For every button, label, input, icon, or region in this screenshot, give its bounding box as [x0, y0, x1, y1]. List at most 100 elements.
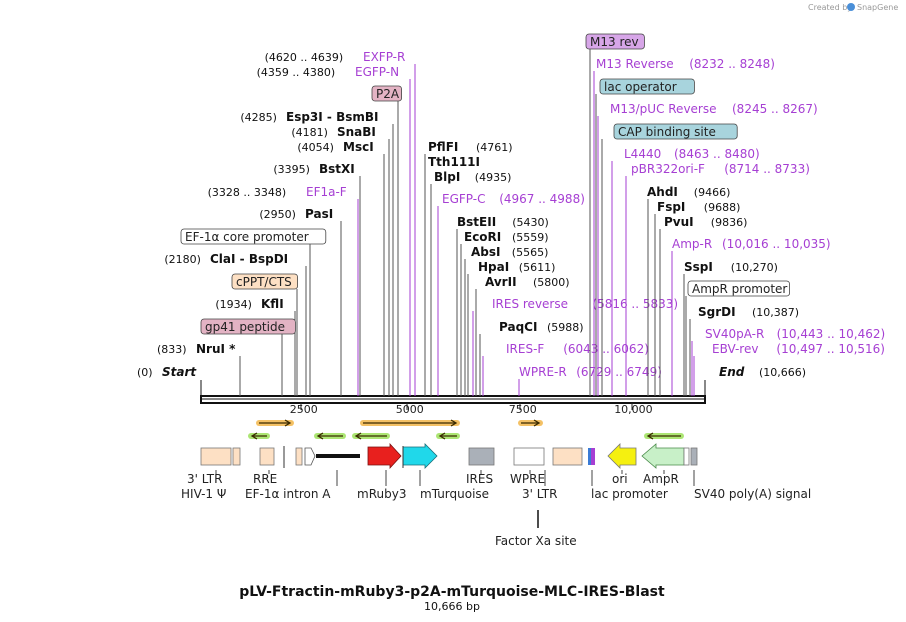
feature-label-ef-1-core-promoter: EF-1α core promoter [185, 230, 309, 244]
feature-box-gp41-peptide [200, 318, 296, 335]
site-label-paqci: PaqCI [499, 320, 537, 334]
lac-operator-glyph [588, 448, 591, 465]
site-label-sspi: SspI [684, 260, 713, 274]
tick-label-5000: 5000 [396, 403, 424, 416]
site-label-absi: AbsI [471, 245, 500, 259]
feature-name-hiv-1-1: HIV-1 Ψ [181, 487, 226, 501]
site-label-sv40pa-r: SV40pA-R [705, 327, 764, 341]
ef1a-intron-glyph [316, 454, 360, 458]
feature-name-ori-10: ori [612, 472, 628, 486]
feature-name-mruby3-4: mRuby3 [357, 487, 406, 501]
orf-green-3-arrow-icon [354, 432, 387, 440]
start-label: Start [162, 365, 197, 379]
position-sspi: (10,270) [731, 261, 778, 274]
site-label-kfli: KflI [261, 297, 284, 311]
position-ebv-rev: (10,497 .. 10,516) [776, 342, 885, 356]
site-label-esp3i-bsmbi: Esp3I - BsmBI [286, 110, 378, 124]
feature-name-ef-1-intron-a-3: EF-1α intron A [245, 487, 331, 501]
position-m13-puc-reverse: (8245 .. 8267) [732, 102, 818, 116]
feature-label-cap-binding-site: CAP binding site [618, 125, 716, 139]
position-wpre-r: (6729 .. 6749) [576, 365, 662, 379]
position-blpi: (4935) [475, 171, 512, 184]
site-label-nrui: NruI * [196, 342, 236, 356]
ori-arrow [607, 443, 637, 469]
tick-label-10-000: 10,000 [614, 403, 653, 416]
position-paqci: (5988) [547, 321, 584, 334]
site-label-egfp-c: EGFP-C [442, 192, 485, 206]
feature-box-p2a [371, 85, 403, 102]
wpre-glyph [513, 447, 545, 466]
position-clai-bspdi: (2180) [164, 253, 201, 266]
position-ahdi: (9466) [694, 186, 731, 199]
feature-name-wpre-7: WPRE [510, 472, 545, 486]
site-label-ires-reverse: IRES reverse [492, 297, 568, 311]
site-label-fspi: FspI [657, 200, 685, 214]
m13-glyph [591, 448, 595, 465]
position-bsteii: (5430) [512, 216, 549, 229]
brand-name: SnapGene [857, 3, 898, 12]
orf-green-5-arrow-icon [646, 432, 681, 440]
start-position: (0) [137, 366, 153, 379]
feature-name-3-ltr-8: 3' LTR [522, 487, 557, 501]
position-ires-f: (6043 .. 6062) [563, 342, 649, 356]
site-label-wpre-r: WPRE-R [519, 365, 567, 379]
orf-orange-2-arrow-icon [363, 419, 458, 427]
rre-glyph [259, 447, 275, 466]
site-label-bstxi: BstXI [319, 162, 355, 176]
orf-green-2-arrow-icon [316, 432, 343, 440]
ef1a-promoter-glyph [304, 447, 316, 466]
site-label-tth111i: Tth111I [428, 155, 480, 169]
snapgene-logo-icon [847, 3, 855, 11]
site-label-msci: MscI [343, 140, 374, 154]
site-label-hpai: HpaI [478, 260, 509, 274]
feature-name-rre-2: RRE [253, 472, 277, 486]
orf-green-1-arrow-icon [250, 432, 267, 440]
position-fspi: (9688) [704, 201, 741, 214]
feature-box-m13-rev [585, 33, 645, 50]
position-pflfi: (4761) [476, 141, 513, 154]
plasmid-length: 10,666 bp [424, 600, 480, 613]
position-hpai: (5611) [519, 261, 556, 274]
position-esp3i-bsmbi: (4285) [240, 111, 277, 124]
site-label-egfp-n: EGFP-N [355, 65, 399, 79]
site-label-pasi: PasI [305, 207, 333, 221]
mruby3-arrow [367, 442, 402, 470]
position-amp-r: (10,016 .. 10,035) [722, 237, 831, 251]
position-sv40pa-r: (10,443 .. 10,462) [777, 327, 886, 341]
site-label-exfp-r: EXFP-R [363, 50, 405, 64]
position-avrii: (5800) [533, 276, 570, 289]
position-ires-reverse: (5816 .. 5833) [592, 297, 678, 311]
feature-name-factor-xa-site-13: Factor Xa site [495, 534, 577, 548]
site-label-blpi: BlpI [434, 170, 460, 184]
site-label-ahdi: AhdI [647, 185, 678, 199]
feature-label-gp41-peptide: gp41 peptide [205, 320, 285, 334]
watermark-text: Created by [808, 3, 852, 12]
site-label-m13-puc-reverse: M13/pUC Reverse [610, 102, 717, 116]
tick-label-2500: 2500 [290, 403, 318, 416]
hiv-psi-glyph [232, 447, 241, 466]
orf-green-4-arrow-icon [438, 432, 457, 440]
site-label-l4440: L4440 [624, 147, 661, 161]
feature-box-cap-binding-site [613, 123, 738, 140]
feature-box-ef-1-core-promoter [180, 228, 327, 245]
feature-label-cppt-cts: cPPT/CTS [236, 275, 292, 289]
tick-label-7500: 7500 [509, 403, 537, 416]
position-egfp-c: (4967 .. 4988) [499, 192, 585, 206]
feature-label-m13-rev: M13 rev [590, 35, 639, 49]
feature-name-sv40-poly-a-signal-12: SV40 poly(A) signal [694, 487, 811, 501]
feature-name-mturquoise-5: mTurquoise [420, 487, 489, 501]
position-egfp-n: (4359 .. 4380) [257, 66, 336, 79]
site-label-ef1a-f: EF1a-F [306, 185, 347, 199]
position-pbr322ori-f: (8714 .. 8733) [724, 162, 810, 176]
site-label-pvui: PvuI [664, 215, 694, 229]
orf-orange-3-arrow-icon [521, 419, 541, 427]
feature-box-ampr-promoter [687, 280, 790, 297]
site-label-ebv-rev: EBV-rev [712, 342, 758, 356]
position-sgrdi: (10,387) [752, 306, 799, 319]
site-label-amp-r: Amp-R [672, 237, 712, 251]
position-exfp-r: (4620 .. 4639) [265, 51, 344, 64]
feature-name-ampr-11: AmpR [643, 472, 679, 486]
feature-box-lac-operator [599, 78, 695, 95]
position-ecori: (5559) [512, 231, 549, 244]
